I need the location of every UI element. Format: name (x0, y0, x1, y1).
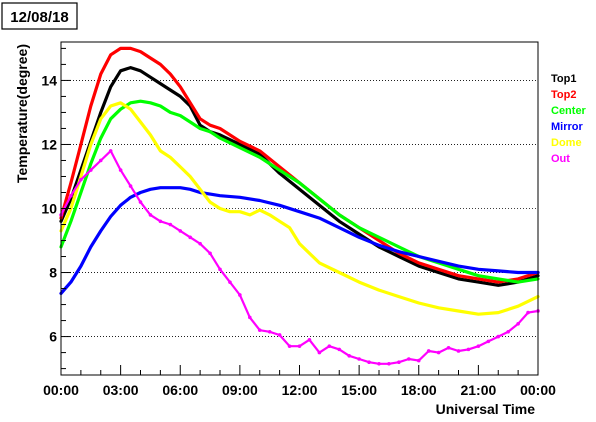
series-point-out (416, 358, 421, 363)
series-point-out (436, 350, 441, 355)
series-point-out (178, 229, 183, 233)
legend-entry-mirror: Mirror (551, 121, 584, 133)
series-point-out (397, 360, 401, 364)
series-point-out (238, 293, 242, 297)
series-line-top2 (59, 46, 540, 284)
series-point-out (486, 339, 491, 344)
series-point-out (337, 347, 342, 352)
series-point-out (118, 168, 123, 172)
y-tick-label-2: 10 (41, 201, 57, 217)
x-tick-label-1: 03:00 (103, 382, 139, 398)
series-point-out (89, 168, 93, 172)
legend-entry-top1: Top1 (551, 73, 576, 85)
series-point-out (367, 360, 371, 364)
series-point-out (426, 349, 431, 353)
series-point-out (228, 280, 232, 284)
series-point-out (128, 184, 133, 188)
series-point-out (317, 350, 322, 355)
axes: 6 8 10 12 14 00:00 03:00 06:00 09:00 12:00 15:00 18… (41, 47, 556, 398)
series-point-out (456, 349, 461, 353)
legend-entry-top2: Top2 (551, 89, 576, 101)
x-tick-label-5: 15:00 (341, 382, 377, 398)
chart-title: 12/08/18 (10, 9, 68, 26)
series-point-out (158, 219, 163, 224)
chart-title-box (1, 2, 78, 30)
series-line-dome (59, 101, 540, 316)
series-point-out (79, 177, 83, 182)
series-point-out (476, 344, 481, 348)
legend-entry-center: Center (551, 105, 587, 117)
x-tick-label-4: 12:00 (282, 382, 318, 398)
x-tick-label-7: 21:00 (460, 382, 496, 398)
x-tick-label-2: 06:00 (162, 382, 198, 398)
series-point-out (407, 357, 411, 361)
series-point-out (257, 328, 262, 332)
x-tick-label-6: 18:00 (401, 382, 437, 398)
series-point-out (526, 310, 530, 315)
y-tick-label-0: 6 (49, 329, 57, 345)
series-line-top1 (59, 65, 540, 287)
x-tick-label-8: 00:00 (520, 382, 556, 398)
y-tick-label-3: 12 (41, 136, 57, 152)
series-point-out (466, 347, 471, 352)
x-tick-label-0: 00:00 (43, 382, 79, 398)
series-point-out (297, 344, 302, 348)
legend-entry-dome: Dome (551, 137, 582, 149)
series-point-out (347, 353, 351, 358)
series-point-out (307, 337, 312, 342)
series-point-out (387, 361, 391, 366)
series-point-out (357, 357, 361, 361)
series-point-out (248, 315, 252, 320)
series-lines (59, 46, 540, 366)
series-point-out (148, 213, 153, 217)
series-point-out (208, 251, 212, 256)
y-tick-label-4: 14 (41, 72, 57, 88)
legend: Top1 Top2 Center Mirror Dome Out (551, 73, 587, 165)
series-point-out (496, 334, 501, 339)
series-point-out (327, 344, 332, 348)
series-line-mirror (59, 186, 540, 295)
x-axis-label: Universal Time (436, 401, 536, 417)
y-axis-label: Temperature(degree) (14, 44, 30, 183)
legend-entry-out: Out (551, 153, 570, 165)
x-tick-label-3: 09:00 (222, 382, 258, 398)
series-point-out (446, 345, 451, 350)
series-point-out (69, 193, 73, 198)
series-point-out (516, 321, 520, 326)
series-point-out (506, 329, 510, 334)
series-point-out (277, 333, 282, 337)
series-point-out (188, 235, 192, 240)
series-point-out (287, 344, 292, 348)
series-point-out (108, 149, 113, 153)
series-point-out (218, 267, 222, 272)
series-point-out (168, 222, 173, 227)
series-point-out (138, 200, 143, 204)
series-point-out (377, 361, 381, 366)
series-point-out (267, 329, 272, 334)
series-point-out (198, 241, 202, 246)
series-point-out (98, 158, 103, 163)
y-tick-label-1: 8 (49, 265, 57, 281)
